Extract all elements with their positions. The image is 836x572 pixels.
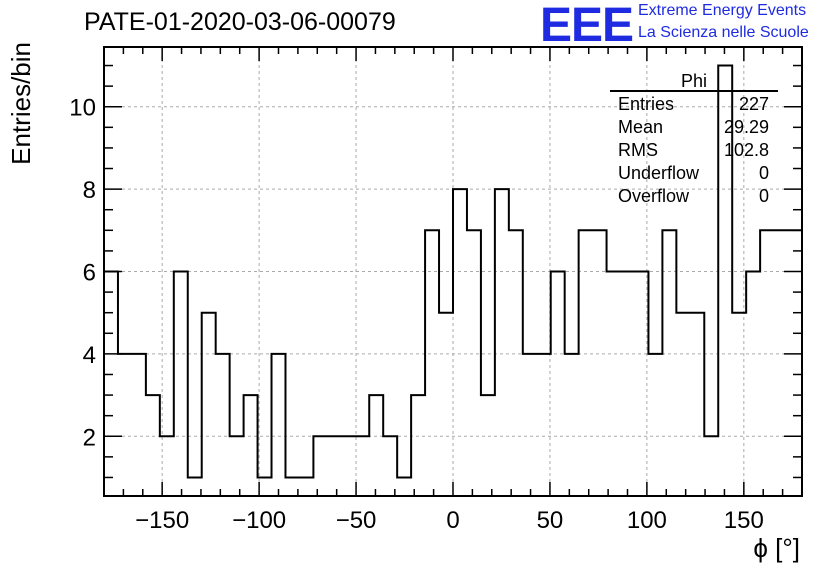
axis-ticks <box>104 47 803 496</box>
histogram-outline <box>103 64 803 496</box>
y-tick-label: 6 <box>83 260 96 287</box>
x-tick-label: 0 <box>446 507 459 534</box>
stats-mean-label: Mean <box>618 117 663 137</box>
x-axis-label: ϕ [°] <box>753 533 800 563</box>
stats-underflow-label: Underflow <box>618 163 700 183</box>
chart-title: PATE-01-2020-03-06-00079 <box>84 8 396 36</box>
stats-entries-label: Entries <box>618 94 674 114</box>
x-tick-label: −150 <box>135 507 189 534</box>
y-tick-label: 8 <box>83 177 96 204</box>
y-tick-label: 10 <box>69 95 96 122</box>
x-tick-label: 150 <box>724 507 764 534</box>
x-tick-label: 100 <box>627 507 667 534</box>
logo-line-1: Extreme Energy Events <box>638 2 807 19</box>
x-tick-label: 50 <box>537 507 564 534</box>
tick-labels: −150 −100 −50 0 50 100 150 2 4 6 8 10 <box>69 95 764 534</box>
y-axis-label: Entries/bin <box>6 42 36 165</box>
histogram-series <box>103 64 803 496</box>
stats-rms-value: 102.8 <box>724 140 769 160</box>
x-tick-label: −50 <box>336 507 377 534</box>
stats-box: Phi Entries 227 Mean 29.29 RMS 102.8 Underflow 0… <box>610 71 778 206</box>
y-tick-label: 2 <box>83 424 96 451</box>
stats-overflow-value: 0 <box>759 186 769 206</box>
y-tick-label: 4 <box>83 342 96 369</box>
x-tick-label: −100 <box>232 507 286 534</box>
stats-mean-value: 29.29 <box>724 117 769 137</box>
eee-logo: EEE <box>540 0 634 52</box>
stats-rms-label: RMS <box>618 140 658 160</box>
stats-entries-value: 227 <box>739 94 769 114</box>
stats-overflow-label: Overflow <box>618 186 690 206</box>
stats-name: Phi <box>681 71 707 91</box>
logo-line-2: La Scienza nelle Scuole <box>638 24 809 41</box>
stats-underflow-value: 0 <box>759 163 769 183</box>
